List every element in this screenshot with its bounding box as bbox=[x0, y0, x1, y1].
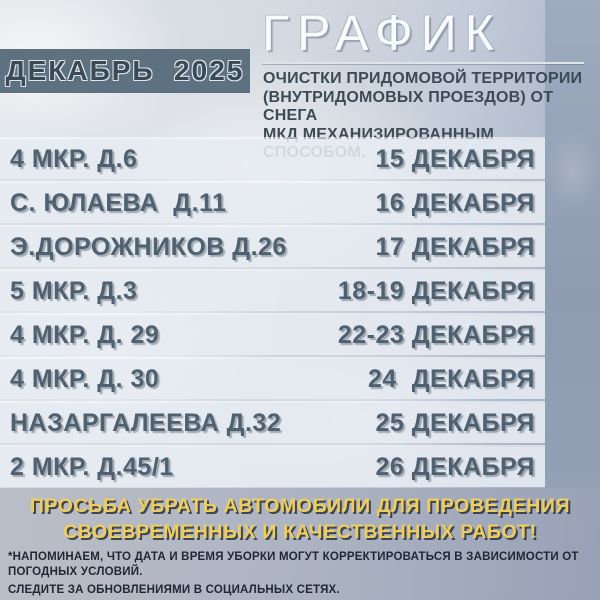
table-row: 4 МКР. Д.6 15 ДЕКАБРЯ bbox=[0, 139, 545, 179]
row-address: 4 МКР. Д. 29 bbox=[10, 320, 160, 349]
table-row: 2 МКР. Д.45/1 26 ДЕКАБРЯ bbox=[0, 447, 545, 487]
row-date: 18-19 ДЕКАБРЯ bbox=[337, 276, 535, 305]
row-date: 22-23 ДЕКАБРЯ bbox=[337, 320, 535, 349]
row-date: 16 ДЕКАБРЯ bbox=[375, 188, 535, 217]
footer-panel: ПРОСЬБА УБРАТЬ АВТОМОБИЛИ ДЛЯ ПРОВЕДЕНИЯ… bbox=[0, 488, 600, 600]
warning-text: ПРОСЬБА УБРАТЬ АВТОМОБИЛИ ДЛЯ ПРОВЕДЕНИЯ… bbox=[29, 495, 571, 543]
social-note: СЛЕДИТЕ ЗА ОБНОВЛЕНИЯМИ В СОЦИАЛЬНЫХ СЕТ… bbox=[8, 584, 340, 596]
row-address: НАЗАРГАЛЕЕВА Д.32 bbox=[10, 408, 282, 437]
row-address: 4 МКР. Д.6 bbox=[10, 144, 138, 173]
row-address: Э.ДОРОЖНИКОВ Д.26 bbox=[10, 232, 287, 261]
row-date: 25 ДЕКАБРЯ bbox=[375, 408, 535, 437]
row-date: 17 ДЕКАБРЯ bbox=[375, 232, 535, 261]
page-subtitle: ОЧИСТКИ ПРИДОМОВОЙ ТЕРРИТОРИИ (ВНУТРИДОМ… bbox=[263, 70, 583, 161]
row-address: 4 МКР. Д. 30 bbox=[10, 364, 160, 393]
row-address: 5 МКР. Д.3 bbox=[10, 276, 138, 305]
snow-background-band bbox=[545, 0, 600, 490]
table-row: 4 МКР. Д. 29 22-23 ДЕКАБРЯ bbox=[0, 315, 545, 355]
table-row: НАЗАРГАЛЕЕВА Д.32 25 ДЕКАБРЯ bbox=[0, 403, 545, 443]
month-badge-label: ДЕКАБРЬ 2025 bbox=[5, 55, 245, 86]
table-row: Э.ДОРОЖНИКОВ Д.26 17 ДЕКАБРЯ bbox=[0, 227, 545, 267]
schedule-table: 4 МКР. Д.6 15 ДЕКАБРЯ С. ЮЛАЕВА Д.11 16 … bbox=[0, 139, 545, 491]
row-date: 26 ДЕКАБРЯ bbox=[375, 452, 535, 481]
table-row: 4 МКР. Д. 30 24 ДЕКАБРЯ bbox=[0, 359, 545, 399]
title-divider bbox=[262, 62, 584, 64]
weather-disclaimer: *НАПОМИНАЕМ, ЧТО ДАТА И ВРЕМЯ УБОРКИ МОГ… bbox=[8, 551, 579, 578]
row-address: С. ЮЛАЕВА Д.11 bbox=[10, 188, 227, 217]
row-date: 24 ДЕКАБРЯ bbox=[368, 364, 535, 393]
month-badge: ДЕКАБРЬ 2025 bbox=[0, 49, 250, 93]
row-date: 15 ДЕКАБРЯ bbox=[375, 144, 535, 173]
row-address: 2 МКР. Д.45/1 bbox=[10, 452, 174, 481]
table-row: С. ЮЛАЕВА Д.11 16 ДЕКАБРЯ bbox=[0, 183, 545, 223]
page-title: ГРАФИК bbox=[262, 5, 502, 61]
table-row: 5 МКР. Д.3 18-19 ДЕКАБРЯ bbox=[0, 271, 545, 311]
